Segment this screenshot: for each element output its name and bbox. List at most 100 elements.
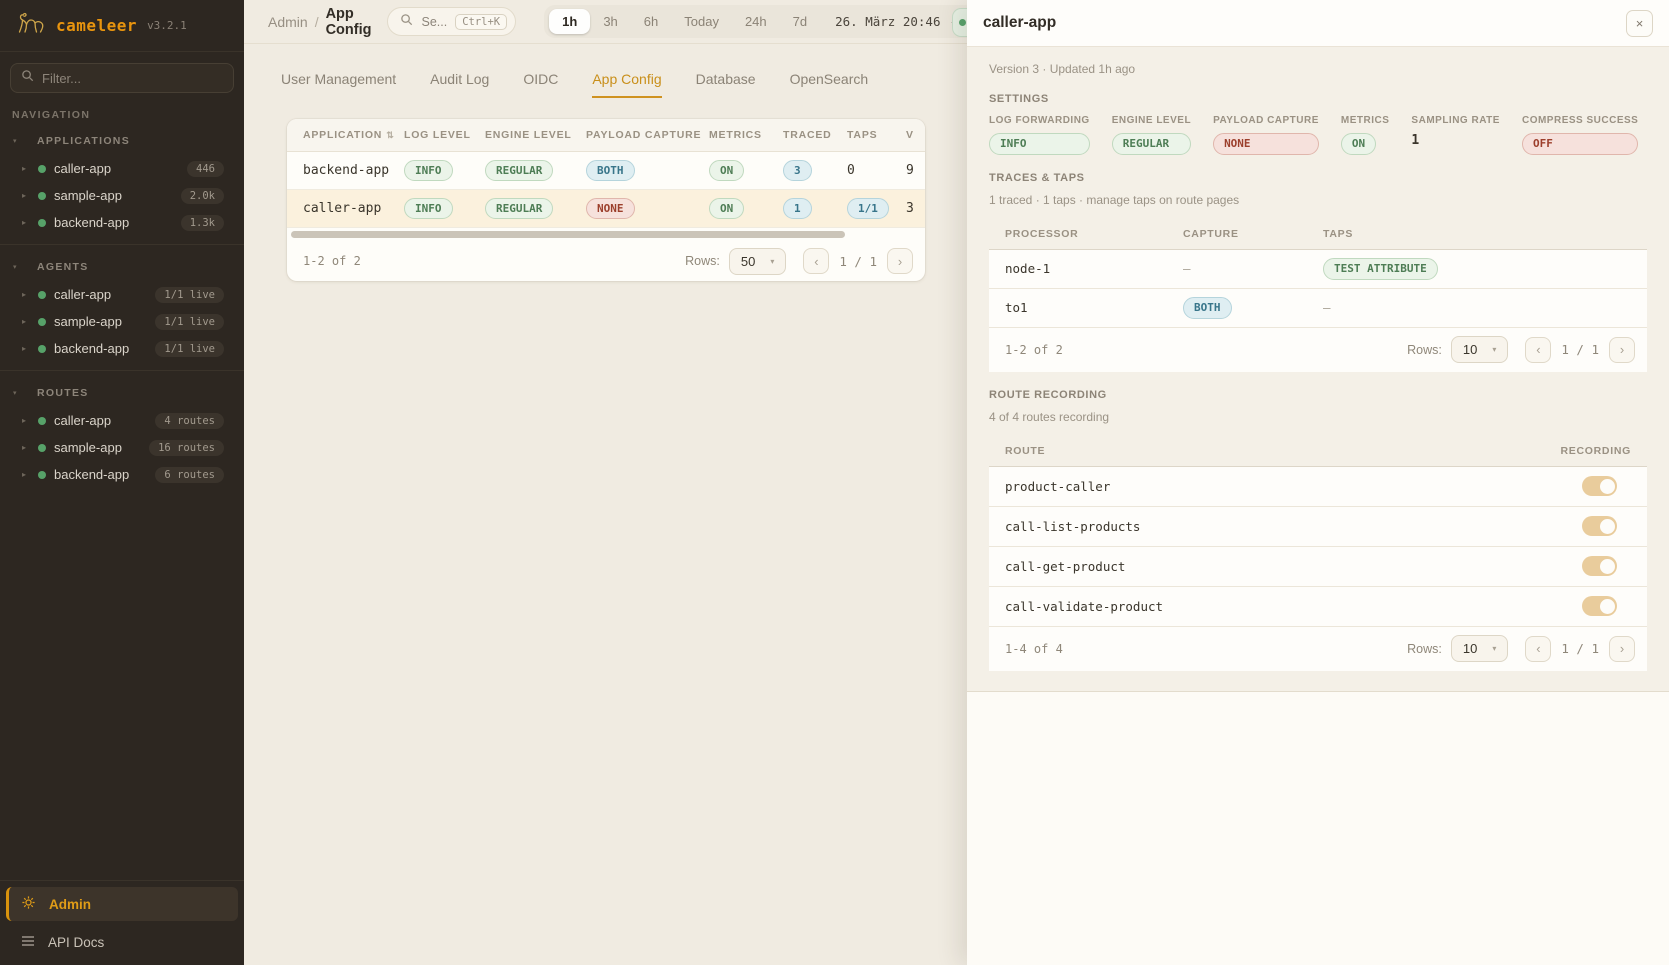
tab-oidc[interactable]: OIDC xyxy=(523,71,559,87)
table-row-caller-app[interactable]: caller-app INFO REGULAR NONE ON 1 1/1 3 xyxy=(287,190,925,228)
route-pagination: 1-4 of 4 Rows: 10 ▾ ‹ 1 / 1 › xyxy=(989,626,1647,671)
column-taps: TAPS xyxy=(1323,227,1354,240)
keyboard-shortcut-badge: Ctrl+K xyxy=(455,13,508,30)
live-status-pill[interactable] xyxy=(952,8,967,37)
status-dot xyxy=(38,191,46,200)
time-range-today[interactable]: Today xyxy=(684,14,719,29)
toggle-knob xyxy=(1599,598,1615,614)
settings-section-title: SETTINGS xyxy=(989,93,1049,105)
traced-badge: 3 xyxy=(783,159,812,182)
sidebar-item-route-caller-app[interactable]: ▸ caller-app 4 routes xyxy=(0,407,244,434)
app-version: v3.2.1 xyxy=(147,19,187,32)
previous-page-button[interactable]: ‹ xyxy=(1525,336,1552,363)
main-content: Admin / App Config Se... Ctrl+K 1h 3h 6h… xyxy=(244,0,1011,965)
capture-badge: BOTH xyxy=(1183,296,1232,319)
route-recording-subtext: 4 of 4 routes recording xyxy=(989,409,1110,424)
rows-per-page-select[interactable]: 10 ▾ xyxy=(1450,635,1509,663)
status-dot xyxy=(38,470,46,479)
rows-per-page-select[interactable]: 50 ▾ xyxy=(728,247,787,275)
next-page-button[interactable]: › xyxy=(1609,635,1635,662)
traces-table: PROCESSOR CAPTURE TAPS node-1 — TEST ATT… xyxy=(989,219,1647,372)
rows-per-page-label: Rows: xyxy=(1407,641,1442,656)
route-recording-section-title: ROUTE RECORDING xyxy=(989,388,1107,401)
payload-capture-badge: NONE xyxy=(586,197,635,220)
previous-page-button[interactable]: ‹ xyxy=(1525,635,1552,662)
time-range-1h[interactable]: 1h xyxy=(549,9,591,34)
sidebar-item-route-sample-app[interactable]: ▸ sample-app 16 routes xyxy=(0,434,244,461)
recording-toggle[interactable] xyxy=(1582,556,1617,577)
sidebar-item-api-docs[interactable]: API Docs xyxy=(6,927,238,957)
route-header-row: ROUTE RECORDING xyxy=(989,436,1647,467)
field-metrics: METRICS ON xyxy=(1340,115,1390,155)
route-name: call-get-product xyxy=(1005,558,1126,574)
page-indicator: 1 / 1 xyxy=(839,253,877,269)
tab-user-management[interactable]: User Management xyxy=(281,71,397,87)
tab-audit-log[interactable]: Audit Log xyxy=(430,71,490,87)
breadcrumb-parent[interactable]: Admin xyxy=(268,13,308,30)
sidebar-item-agent-sample-app[interactable]: ▸ sample-app 1/1 live xyxy=(0,308,244,335)
search-icon xyxy=(400,13,413,31)
rows-per-page-select[interactable]: 10 ▾ xyxy=(1450,336,1509,364)
sidebar-item-agent-backend-app[interactable]: ▸ backend-app 1/1 live xyxy=(0,335,244,362)
sidebar-item-application-caller-app[interactable]: ▸ caller-app 446 xyxy=(0,155,244,182)
detail-panel: caller-app × Version 3 · Updated 1h ago … xyxy=(967,0,1669,965)
filter-input[interactable] xyxy=(42,70,223,86)
route-row-call-get-product: call-get-product xyxy=(989,546,1647,587)
cell-taps: — xyxy=(1323,300,1331,316)
next-page-button[interactable]: › xyxy=(1609,336,1635,363)
payload-capture-badge: BOTH xyxy=(586,159,635,182)
sidebar: cameleer v3.2.1 NAVIGATION ▾ APPLICATION… xyxy=(0,0,244,965)
chevron-left-icon: ‹ xyxy=(1536,342,1541,358)
live-badge: 1/1 live xyxy=(155,286,224,303)
close-panel-button[interactable]: × xyxy=(1626,9,1653,37)
sidebar-item-admin[interactable]: Admin xyxy=(6,887,238,921)
scrollbar-thumb[interactable] xyxy=(291,231,846,238)
panel-body: Version 3 · Updated 1h ago SETTINGS LOG … xyxy=(967,47,1669,692)
cell-taps: 0 xyxy=(847,163,855,178)
engine-level-badge: REGULAR xyxy=(485,197,554,220)
column-metrics: METRICS xyxy=(709,129,762,141)
tab-opensearch[interactable]: OpenSearch xyxy=(789,71,869,87)
global-search[interactable]: Se... Ctrl+K xyxy=(387,7,517,36)
sort-icon: ⇅ xyxy=(386,129,395,140)
sidebar-item-application-sample-app[interactable]: ▸ sample-app 2.0k xyxy=(0,182,244,209)
sidebar-item-route-backend-app[interactable]: ▸ backend-app 6 routes xyxy=(0,461,244,488)
chevron-left-icon: ‹ xyxy=(1536,641,1541,657)
breadcrumb-current: App Config xyxy=(325,5,372,38)
section-header-routes[interactable]: ▾ ROUTES xyxy=(13,387,89,399)
recording-toggle[interactable] xyxy=(1582,596,1617,617)
tab-app-config[interactable]: App Config xyxy=(592,71,662,98)
sidebar-item-agent-caller-app[interactable]: ▸ caller-app 1/1 live xyxy=(0,281,244,308)
sidebar-filter[interactable] xyxy=(10,63,234,93)
chevron-right-icon: › xyxy=(1619,342,1625,358)
time-range-6h[interactable]: 6h xyxy=(643,14,659,29)
traces-row-to1[interactable]: to1 BOTH — xyxy=(989,288,1647,328)
section-header-applications[interactable]: ▾ APPLICATIONS xyxy=(13,135,130,147)
time-range-7d[interactable]: 7d xyxy=(792,14,808,29)
horizontal-scrollbar[interactable] xyxy=(291,231,921,238)
traces-row-node-1[interactable]: node-1 — TEST ATTRIBUTE xyxy=(989,249,1647,289)
status-dot xyxy=(38,443,46,452)
count-badge: 2.0k xyxy=(180,187,224,204)
page-indicator: 1 / 1 xyxy=(1561,641,1599,657)
search-placeholder-text: Se... xyxy=(421,14,448,29)
column-engine-level: ENGINE LEVEL xyxy=(485,129,572,141)
panel-title: caller-app xyxy=(983,14,1057,31)
next-page-button[interactable]: › xyxy=(887,248,913,274)
chevron-right-icon: › xyxy=(897,253,903,269)
traced-badge: 1 xyxy=(783,197,812,220)
tab-database[interactable]: Database xyxy=(695,71,756,87)
recording-toggle[interactable] xyxy=(1582,476,1617,497)
column-application[interactable]: APPLICATION ⇅ xyxy=(303,129,395,141)
time-range-24h[interactable]: 24h xyxy=(744,14,767,29)
sidebar-item-application-backend-app[interactable]: ▸ backend-app 1.3k xyxy=(0,209,244,236)
column-taps: TAPS xyxy=(847,129,878,141)
recording-toggle[interactable] xyxy=(1582,516,1617,537)
traces-pagination: 1-2 of 2 Rows: 10 ▾ ‹ 1 / 1 › xyxy=(989,327,1647,372)
time-range-3h[interactable]: 3h xyxy=(603,14,618,29)
sampling-rate-value: 1 xyxy=(1411,133,1420,148)
column-traced: TRACED xyxy=(783,129,832,141)
section-header-agents[interactable]: ▾ AGENTS xyxy=(13,261,89,273)
table-row-backend-app[interactable]: backend-app INFO REGULAR BOTH ON 3 0 9 xyxy=(287,152,925,190)
previous-page-button[interactable]: ‹ xyxy=(803,248,830,274)
